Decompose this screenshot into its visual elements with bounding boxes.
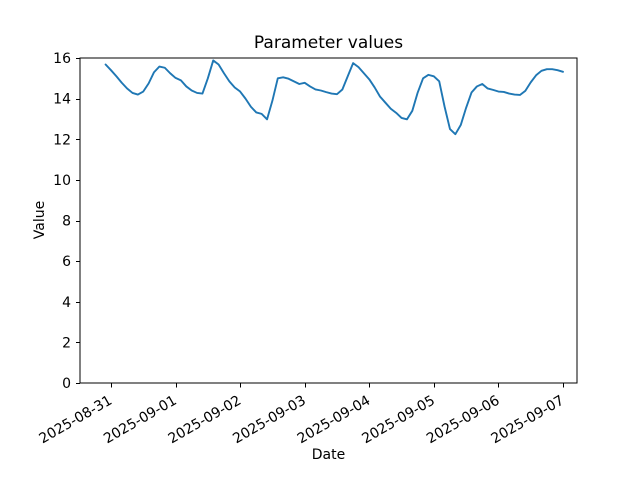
y-tick-label: 6 [62, 254, 71, 270]
y-tick-label: 8 [62, 214, 71, 230]
y-axis-label: Value [32, 200, 48, 240]
x-axis-label: Date [311, 447, 346, 463]
y-tick-label: 0 [62, 376, 71, 392]
y-tick-label: 12 [53, 132, 71, 148]
chart-title: Parameter values [253, 33, 404, 53]
data-line [104, 59, 564, 136]
x-tick-label: 2025-09-01 [101, 393, 179, 448]
y-tick-label: 4 [62, 295, 71, 311]
plot-frame [79, 57, 578, 384]
x-tick-label: 2025-09-07 [489, 393, 567, 448]
x-tick-label: 2025-09-05 [359, 393, 437, 448]
y-tick-label: 16 [53, 51, 71, 67]
x-tick-label: 2025-09-03 [230, 393, 308, 448]
y-tick-label: 14 [53, 92, 71, 108]
y-tick-label: 10 [53, 173, 71, 189]
y-tick-label: 2 [62, 335, 71, 351]
